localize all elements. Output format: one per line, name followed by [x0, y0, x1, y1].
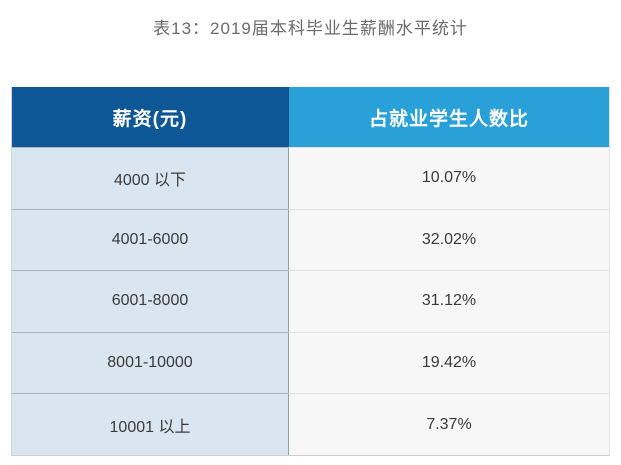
salary-cell: 4000 以下 [12, 147, 288, 209]
salary-cell: 6001-8000 [12, 270, 288, 332]
table-row: 10001 以上 7.37% [12, 393, 609, 455]
table-header-row: 薪资(元) 占就业学生人数比 [12, 87, 609, 147]
ratio-cell: 7.37% [288, 393, 609, 455]
salary-cell: 4001-6000 [12, 208, 288, 271]
ratio-cell: 31.12% [288, 270, 609, 332]
ratio-column-header: 占就业学生人数比 [288, 87, 609, 147]
page-title: 表13：2019届本科毕业生薪酬水平统计 [153, 19, 468, 38]
table-row: 8001-10000 19.42% [12, 331, 609, 394]
salary-column-header: 薪资(元) [12, 87, 288, 147]
salary-table: 薪资(元) 占就业学生人数比 4000 以下 10.07% 4001-6000 … [11, 87, 610, 456]
table-row: 4000 以下 10.07% [12, 147, 609, 209]
ratio-cell: 19.42% [288, 331, 609, 394]
table-row: 4001-6000 32.02% [12, 208, 609, 271]
salary-cell: 10001 以上 [12, 393, 288, 455]
salary-cell: 8001-10000 [12, 331, 288, 394]
ratio-cell: 32.02% [288, 208, 609, 271]
ratio-cell: 10.07% [288, 147, 609, 209]
table-row: 6001-8000 31.12% [12, 270, 609, 332]
